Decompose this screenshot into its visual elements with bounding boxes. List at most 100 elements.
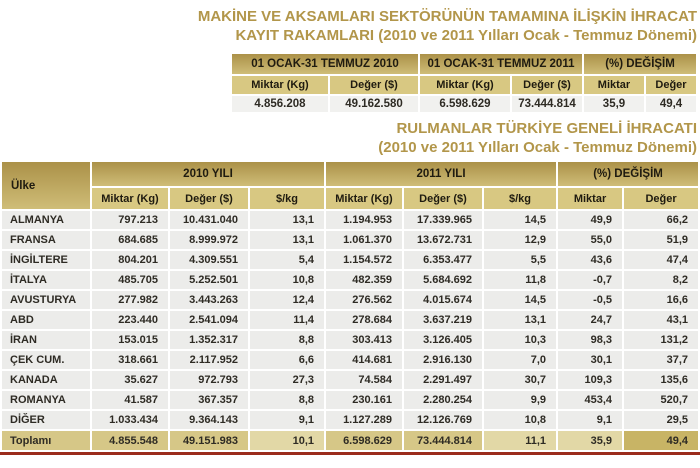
country-sub-header: $/kg: [250, 188, 324, 209]
value-cell: 972.793: [170, 371, 248, 389]
value-cell: 5,4: [250, 251, 324, 269]
value-cell: 2.117.952: [170, 351, 248, 369]
value-cell: 8,8: [250, 391, 324, 409]
country-group-header-row: Ülke 2010 YILI 2011 YILI (%) DEĞİŞİM: [2, 162, 699, 209]
value-cell: 13,1: [250, 211, 324, 229]
value-cell: 4.015.674: [404, 291, 482, 309]
value-cell: 6.353.477: [404, 251, 482, 269]
value-cell: 3.126.405: [404, 331, 482, 349]
country-row: ALMANYA 797.213 10.431.040 13,1 1.194.95…: [2, 211, 699, 229]
summary-sub-header: Değer ($): [330, 76, 418, 94]
summary-sub-header: Miktar (Kg): [420, 76, 510, 94]
total-value-cell: 10,1: [250, 431, 324, 450]
value-cell: 13,1: [250, 231, 324, 249]
country-name-cell: KANADA: [2, 371, 90, 389]
summary-sub-header: Değer ($): [512, 76, 582, 94]
country-sub-header: Değer ($): [170, 188, 248, 209]
value-cell: 414.681: [326, 351, 402, 369]
country-name-cell: ROMANYA: [2, 391, 90, 409]
bearings-report-title: RULMANLAR TÜRKİYE GENELİ İHRACATI (2010 …: [0, 119, 700, 157]
value-cell: 29,5: [624, 411, 699, 429]
value-cell: 1.352.317: [170, 331, 248, 349]
country-sub-header: Miktar (Kg): [326, 188, 402, 209]
country-name-cell: İNGİLTERE: [2, 251, 90, 269]
value-cell: 37,7: [624, 351, 699, 369]
value-cell: 303.413: [326, 331, 402, 349]
country-sub-header: Değer: [624, 188, 699, 209]
summary-group-header-row: 01 OCAK-31 TEMMUZ 2010 01 OCAK-31 TEMMUZ…: [232, 54, 697, 74]
country-row: ROMANYA 41.587 367.357 8,8 230.161 2.280…: [2, 391, 699, 409]
country-name-cell: AVUSTURYA: [2, 291, 90, 309]
machinery-title-line2: KAYIT RAKAMLARI (2010 ve 2011 Yılları Oc…: [235, 27, 697, 44]
summary-value-row: 4.856.208 49.162.580 6.598.629 73.444.81…: [232, 96, 697, 112]
country-row: FRANSA 684.685 8.999.972 13,1 1.061.370 …: [2, 231, 699, 249]
value-cell: 8,2: [624, 271, 699, 289]
value-cell: 318.661: [92, 351, 168, 369]
value-cell: 49,9: [558, 211, 623, 229]
value-cell: 520,7: [624, 391, 699, 409]
value-cell: 482.359: [326, 271, 402, 289]
country-sub-header: Miktar (Kg): [92, 188, 168, 209]
summary-group-header-2010: 01 OCAK-31 TEMMUZ 2010: [232, 54, 418, 74]
value-cell: 131,2: [624, 331, 699, 349]
value-cell: 11,8: [484, 271, 557, 289]
value-cell: 9.364.143: [170, 411, 248, 429]
total-value-cell: 6.598.629: [326, 431, 402, 450]
value-cell: 223.440: [92, 311, 168, 329]
value-cell: 684.685: [92, 231, 168, 249]
value-cell: 14,5: [484, 211, 557, 229]
summary-value-cell: 35,9: [584, 96, 644, 112]
country-row: ÇEK CUM. 318.661 2.117.952 6,6 414.681 2…: [2, 351, 699, 369]
value-cell: 230.161: [326, 391, 402, 409]
value-cell: 1.061.370: [326, 231, 402, 249]
value-cell: 43,1: [624, 311, 699, 329]
country-row: İTALYA 485.705 5.252.501 10,8 482.359 5.…: [2, 271, 699, 289]
value-cell: 9,1: [558, 411, 623, 429]
value-cell: 17.339.965: [404, 211, 482, 229]
country-row: KANADA 35.627 972.793 27,3 74.584 2.291.…: [2, 371, 699, 389]
country-name-cell: FRANSA: [2, 231, 90, 249]
value-cell: 1.194.953: [326, 211, 402, 229]
bearings-country-table: Ülke 2010 YILI 2011 YILI (%) DEĞİŞİM Mik…: [0, 160, 700, 452]
country-row: AVUSTURYA 277.982 3.443.263 12,4 276.562…: [2, 291, 699, 309]
value-cell: 66,2: [624, 211, 699, 229]
value-cell: 47,4: [624, 251, 699, 269]
summary-sub-header-row: Miktar (Kg) Değer ($) Miktar (Kg) Değer …: [232, 76, 697, 94]
country-sub-header: $/kg: [484, 188, 557, 209]
value-cell: 10.431.040: [170, 211, 248, 229]
value-cell: 98,3: [558, 331, 623, 349]
country-sub-header: Değer ($): [404, 188, 482, 209]
value-cell: 367.357: [170, 391, 248, 409]
value-cell: -0,5: [558, 291, 623, 309]
summary-value-cell: 4.856.208: [232, 96, 328, 112]
country-group-header-2010: 2010 YILI: [92, 162, 324, 186]
country-column-header: Ülke: [2, 162, 90, 209]
value-cell: 13.672.731: [404, 231, 482, 249]
bearings-title-line2: (2010 ve 2011 Yılları Ocak - Temmuz Döne…: [378, 139, 697, 156]
value-cell: 4.309.551: [170, 251, 248, 269]
value-cell: 10,3: [484, 331, 557, 349]
value-cell: 1.154.572: [326, 251, 402, 269]
value-cell: 41.587: [92, 391, 168, 409]
country-name-cell: ÇEK CUM.: [2, 351, 90, 369]
value-cell: 12,4: [250, 291, 324, 309]
value-cell: 1.033.434: [92, 411, 168, 429]
value-cell: 74.584: [326, 371, 402, 389]
summary-value-cell: 49,4: [646, 96, 697, 112]
value-cell: 8.999.972: [170, 231, 248, 249]
value-cell: 16,6: [624, 291, 699, 309]
value-cell: 51,9: [624, 231, 699, 249]
value-cell: 135,6: [624, 371, 699, 389]
total-row: Toplamı 4.855.548 49.151.983 10,1 6.598.…: [2, 431, 699, 450]
value-cell: 485.705: [92, 271, 168, 289]
value-cell: 30,1: [558, 351, 623, 369]
value-cell: 2.280.254: [404, 391, 482, 409]
value-cell: 5.684.692: [404, 271, 482, 289]
value-cell: 5,5: [484, 251, 557, 269]
value-cell: 153.015: [92, 331, 168, 349]
value-cell: 12,9: [484, 231, 557, 249]
value-cell: 5.252.501: [170, 271, 248, 289]
country-group-header-change: (%) DEĞİŞİM: [558, 162, 699, 186]
value-cell: 35.627: [92, 371, 168, 389]
value-cell: 9,9: [484, 391, 557, 409]
